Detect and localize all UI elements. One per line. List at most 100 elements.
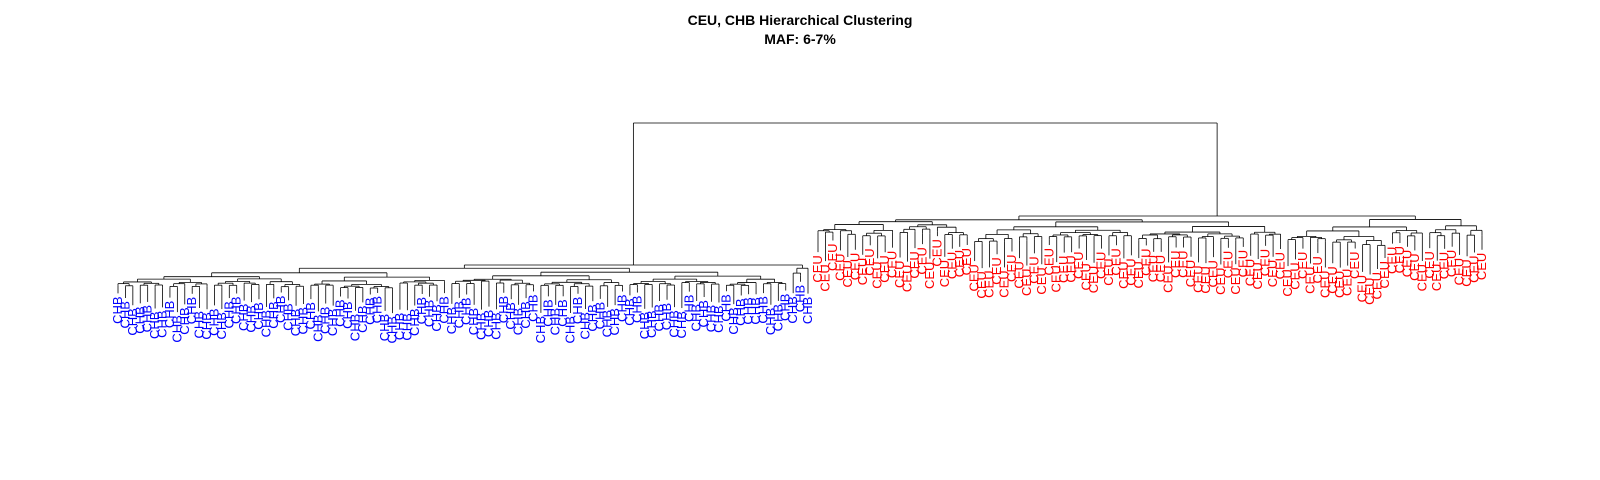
leaf-label: CEU [1392, 246, 1407, 273]
leaf-label: CHB [414, 297, 429, 324]
leaf-label: CEU [944, 252, 959, 279]
leaf-label: CHB [392, 313, 407, 340]
leaf-label: CEU [1011, 261, 1026, 288]
leaf-label: CHB [763, 308, 778, 335]
leaf-label: CHB [125, 308, 140, 335]
leaf-label: CEU [1280, 269, 1295, 296]
leaf-label: CHB [355, 305, 370, 332]
leaf-label: CHB [295, 307, 310, 334]
leaf-label: CHB [666, 310, 681, 337]
leaf-label: CEU [1183, 260, 1198, 287]
leaf-label: CEU [1146, 255, 1161, 282]
leaf-label: CHB [607, 308, 622, 335]
leaf-label: CHB [481, 310, 496, 337]
leaf-label: CEU [870, 261, 885, 288]
leaf-label: CEU [1467, 255, 1482, 282]
leaf-label: CEU [907, 251, 922, 278]
leaf-label: CHB [155, 310, 170, 337]
leaf-label: CEU [855, 258, 870, 285]
leaf-label: CHB [466, 308, 481, 335]
leaf-label: CEU [1205, 260, 1220, 287]
leaf-label: CEU [1168, 250, 1183, 277]
leaf-label: CEU [1429, 264, 1444, 291]
leaf-label: CEU [1176, 250, 1191, 277]
leaf-label: CEU [997, 270, 1012, 297]
leaf-label: CHB [600, 310, 615, 337]
leaf-label: CHB [117, 301, 132, 328]
leaf-label: CHB [370, 296, 385, 323]
leaf-label: CHB [258, 310, 273, 337]
leaf-label: CEU [1108, 248, 1123, 275]
leaf-label: CHB [221, 301, 236, 328]
leaf-label: CHB [755, 296, 770, 323]
leaf-label: CHB [585, 304, 600, 331]
leaf-label: CEU [1116, 261, 1131, 288]
leaf-label: CHB [540, 299, 555, 326]
leaf-label: CEU [1101, 258, 1116, 285]
leaf-label: CHB [474, 313, 489, 340]
leaf-label: CEU [847, 253, 862, 280]
leaf-label: CEU [1340, 269, 1355, 296]
leaf-label: CEU [810, 255, 825, 282]
leaf-label: CEU [1041, 248, 1056, 275]
leaf-label: CEU [1190, 265, 1205, 292]
leaf-label: CEU [1243, 259, 1258, 286]
leaf-label: CEU [1153, 255, 1168, 282]
leaf-label: CHB [407, 309, 422, 336]
leaf-label: CHB [340, 301, 355, 328]
leaf-label: CHB [615, 294, 630, 321]
leaf-label: CEU [1071, 252, 1086, 279]
leaf-label: CHB [399, 313, 414, 340]
leaf-label: CHB [244, 305, 259, 332]
leaf-label: CEU [929, 239, 944, 266]
leaf-label: CHB [451, 301, 466, 328]
leaf-label: CHB [429, 304, 444, 331]
leaf-label: CHB [555, 299, 570, 326]
leaf-label: CHB [333, 299, 348, 326]
leaf-label: CEU [1302, 266, 1317, 293]
leaf-label: CHB [251, 302, 266, 329]
leaf-label: CEU [1265, 260, 1280, 287]
leaf-label: CHB [503, 302, 518, 329]
leaf-label: CEU [1273, 252, 1288, 279]
leaf-label: CHB [800, 297, 815, 324]
leaf-label: CHB [726, 307, 741, 334]
leaf-label: CHB [681, 295, 696, 322]
leaf-label: CHB [192, 311, 207, 338]
leaf-label: CHB [548, 308, 563, 335]
leaf-label: CHB [704, 305, 719, 332]
leaf-label: CHB [659, 303, 674, 330]
leaf-label: CHB [444, 307, 459, 334]
leaf-label: CEU [1414, 264, 1429, 291]
leaf-label: CHB [140, 305, 155, 332]
leaf-label: CHB [496, 296, 511, 323]
leaf-label: CHB [748, 297, 763, 324]
leaf-label: CEU [1228, 267, 1243, 294]
leaf-label: CEU [1384, 247, 1399, 274]
leaf-label: CHB [793, 285, 808, 312]
leaf-label: CHB [488, 312, 503, 339]
leaf-label: CEU [1258, 249, 1273, 276]
leaf-label: CEU [1332, 271, 1347, 298]
leaf-label: CHB [422, 300, 437, 327]
leaf-label: CEU [900, 265, 915, 292]
leaf-label: CHB [281, 303, 296, 330]
leaf-label: CEU [862, 248, 877, 275]
leaf-label: CHB [674, 311, 689, 338]
leaf-label: CEU [1370, 272, 1385, 299]
leaf-label: CEU [1355, 275, 1370, 302]
leaf-label: CEU [817, 264, 832, 291]
leaf-label: CEU [1235, 250, 1250, 277]
leaf-label: CEU [1310, 256, 1325, 283]
leaf-label: CEU [1347, 252, 1362, 279]
leaf-label: CEU [1399, 250, 1414, 277]
leaf-label: CHB [511, 308, 526, 335]
leaf-label: CEU [1422, 251, 1437, 278]
leaf-label: CEU [1123, 258, 1138, 285]
leaf-label: CEU [840, 260, 855, 287]
leaf-label: CEU [967, 264, 982, 291]
leaf-label: CEU [1004, 254, 1019, 281]
leaf-label: CEU [1138, 248, 1153, 275]
leaf-label: CHB [785, 296, 800, 323]
